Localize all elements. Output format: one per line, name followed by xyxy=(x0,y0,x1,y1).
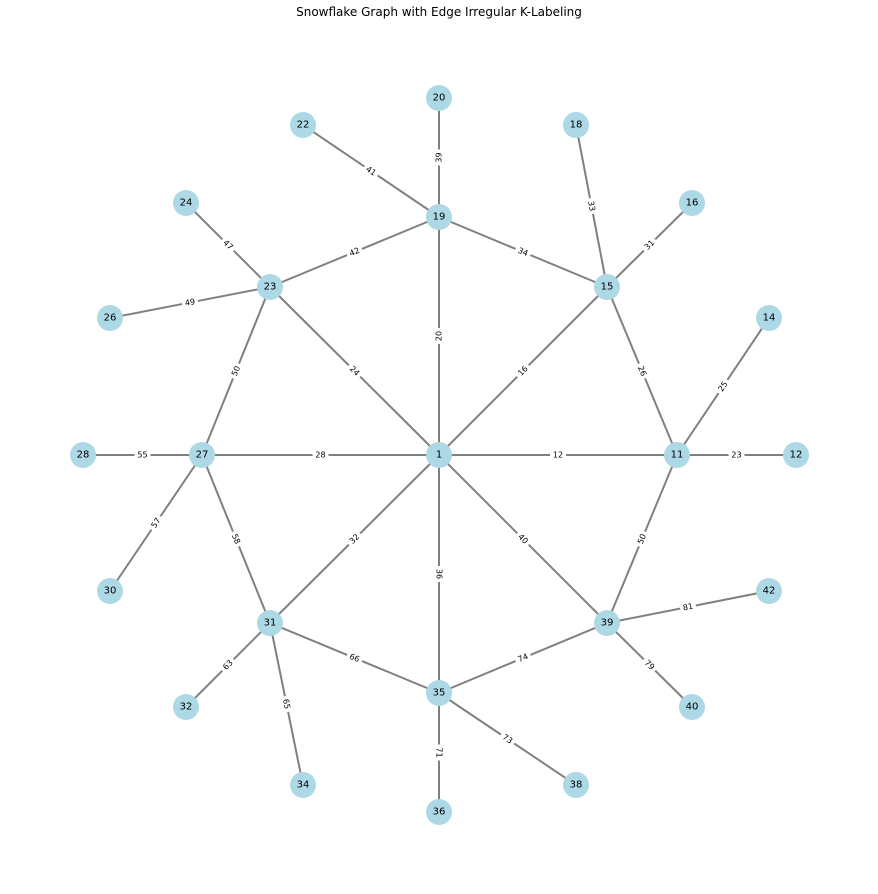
edge-label: 71 xyxy=(435,747,444,757)
edge-label-group: 81 xyxy=(679,601,697,614)
node-label: 23 xyxy=(264,282,277,293)
edge-label-group: 20 xyxy=(434,328,444,344)
node-label: 34 xyxy=(297,780,310,791)
edge-label-group: 74 xyxy=(514,650,533,665)
node-label: 14 xyxy=(763,313,776,324)
edge-label-group: 34 xyxy=(514,244,533,259)
node-label: 28 xyxy=(77,450,90,461)
edge-label-group: 28 xyxy=(313,450,329,460)
edge-label-group: 50 xyxy=(228,362,243,381)
edge-label-group: 73 xyxy=(498,730,517,747)
node-label: 32 xyxy=(180,702,193,713)
edge-label-group: 50 xyxy=(634,530,649,549)
node-label: 24 xyxy=(180,198,193,209)
edge-label: 23 xyxy=(731,451,741,460)
node-label: 16 xyxy=(686,198,699,209)
edge-label: 49 xyxy=(184,297,196,308)
edge-label-group: 42 xyxy=(345,244,364,259)
edge-label-group: 36 xyxy=(434,566,444,582)
node-label: 42 xyxy=(763,586,776,597)
edge-label-group: 66 xyxy=(345,650,364,665)
edge-label: 36 xyxy=(435,569,444,579)
edge-label: 20 xyxy=(435,331,444,341)
edge-label-group: 55 xyxy=(135,450,151,460)
edge-label: 55 xyxy=(137,451,147,460)
edge-label-group: 12 xyxy=(550,450,566,460)
edge-label: 33 xyxy=(586,200,597,212)
node-label: 36 xyxy=(433,807,446,818)
edge-label-group: 41 xyxy=(362,162,381,179)
node-label: 27 xyxy=(196,450,209,461)
node-label: 26 xyxy=(104,313,117,324)
node-label: 30 xyxy=(104,586,117,597)
node-label: 11 xyxy=(671,450,684,461)
edge-label-group: 39 xyxy=(434,150,444,166)
edge-label-group: 58 xyxy=(228,530,243,549)
node-label: 19 xyxy=(433,212,446,223)
node-label: 40 xyxy=(686,702,699,713)
node-label: 38 xyxy=(570,780,583,791)
edge-label: 39 xyxy=(435,152,444,162)
edge-label-group: 49 xyxy=(181,296,199,309)
node-label: 22 xyxy=(297,120,310,131)
edge-label-group: 26 xyxy=(634,362,649,381)
node-label: 20 xyxy=(433,93,446,104)
edge-label-group: 71 xyxy=(434,745,444,761)
edge-label-group: 33 xyxy=(585,197,598,215)
node-label: 39 xyxy=(601,618,614,629)
edge-label-group: 23 xyxy=(729,450,745,460)
edge-label: 28 xyxy=(315,451,325,460)
node-label: 18 xyxy=(570,120,583,131)
node-label: 12 xyxy=(790,450,803,461)
node-label: 1 xyxy=(436,450,442,461)
edge-label-group: 25 xyxy=(714,377,731,396)
edge-label: 12 xyxy=(553,451,563,460)
node-label: 35 xyxy=(433,688,446,699)
edge-label-group: 57 xyxy=(147,514,164,533)
node-label: 15 xyxy=(601,282,614,293)
node-label: 31 xyxy=(264,618,277,629)
edge-label-group: 65 xyxy=(280,695,293,713)
